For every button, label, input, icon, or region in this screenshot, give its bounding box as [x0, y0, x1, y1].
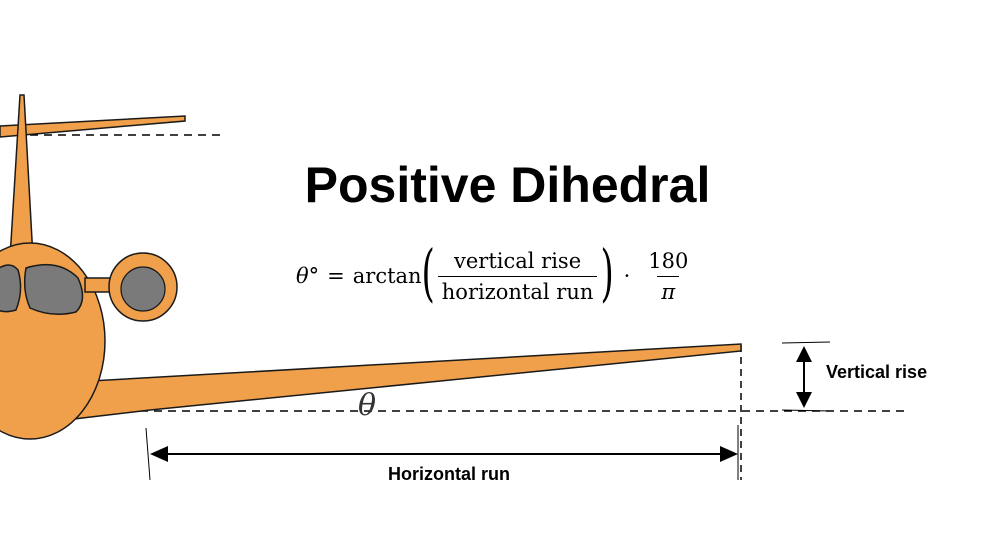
vertical-rise-label: Vertical rise [826, 362, 928, 382]
horizontal-stabilizer [0, 115, 186, 138]
formula-dot: · [623, 264, 631, 288]
factor-denominator: π [657, 275, 680, 304]
formula-denominator: horizontal run [437, 275, 598, 304]
cockpit-window-left [0, 264, 22, 313]
cockpit-window-right [23, 263, 84, 315]
rise-arrowhead-up [796, 346, 812, 362]
horizontal-run-label: Horizontal run [388, 464, 510, 484]
formula-function: arctan [352, 264, 422, 288]
angle-label: θ [358, 388, 377, 423]
run-left-tick [145, 427, 151, 481]
run-arrowhead-left [150, 446, 168, 462]
run-arrowhead-right [720, 446, 738, 462]
formula-ratio: vertical rise horizontal run [437, 248, 598, 304]
factor-numerator: 180 [648, 248, 689, 273]
dihedral-formula: θ° = arctan ( vertical rise horizontal r… [296, 240, 696, 312]
engine-intake [120, 266, 166, 312]
rise-bottom-tick [781, 409, 831, 412]
wing [54, 343, 742, 421]
formula-close-paren: ) [600, 236, 615, 309]
formula-numerator: vertical rise [454, 248, 582, 273]
formula-conversion-factor: 180 π [644, 249, 692, 304]
formula-equals: = [327, 264, 345, 288]
rise-top-tick [781, 341, 831, 344]
formula-lhs: θ° [296, 264, 320, 288]
rise-arrowhead-down [796, 392, 812, 408]
formula-open-paren: ( [421, 236, 435, 309]
diagram-title: Positive Dihedral [304, 157, 711, 213]
